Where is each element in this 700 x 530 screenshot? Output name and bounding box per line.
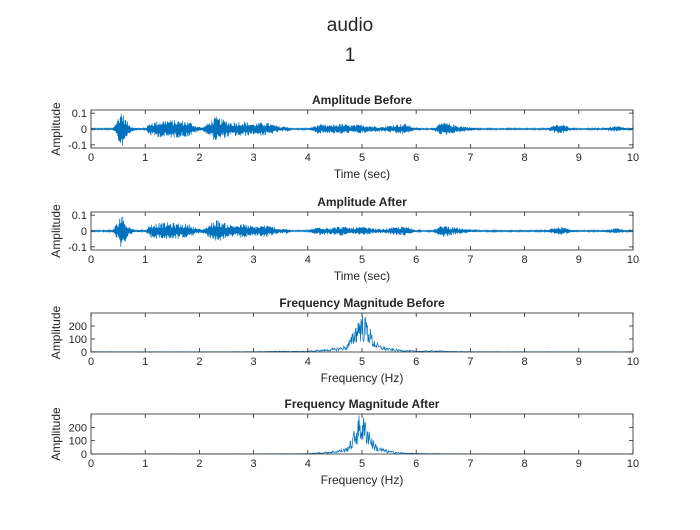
x-tick-label: 10 — [627, 254, 639, 266]
x-tick-label: 0 — [88, 254, 94, 266]
x-tick-label: 2 — [196, 356, 202, 368]
y-tick-label: 0.1 — [72, 210, 87, 222]
x-tick-label: 9 — [576, 254, 582, 266]
x-tick-label: 10 — [627, 458, 639, 470]
subplot-title: Frequency Magnitude Before — [279, 296, 445, 310]
figure-title-line2: 1 — [345, 45, 356, 66]
y-tick-label: 200 — [69, 321, 87, 333]
figure-title-line1: audio — [327, 15, 374, 36]
y-tick-label: 0 — [81, 347, 87, 359]
x-tick-label: 1 — [142, 356, 148, 368]
y-tick-label: 0 — [81, 449, 87, 461]
x-axis-label: Frequency (Hz) — [321, 371, 404, 385]
y-axis-label: Amplitude — [49, 306, 63, 360]
subplot-title: Amplitude After — [317, 195, 407, 209]
series-line-1 — [91, 216, 633, 247]
x-axis-label: Frequency (Hz) — [321, 473, 404, 487]
x-tick-label: 0 — [88, 356, 94, 368]
x-tick-label: 2 — [196, 458, 202, 470]
y-axis-label: Amplitude — [49, 102, 63, 156]
x-tick-label: 9 — [576, 356, 582, 368]
x-tick-label: 6 — [413, 458, 419, 470]
x-tick-label: 5 — [359, 356, 365, 368]
x-tick-label: 9 — [576, 458, 582, 470]
x-tick-label: 3 — [251, 356, 257, 368]
y-tick-label: -0.1 — [68, 140, 87, 152]
x-axis-label: Time (sec) — [334, 269, 390, 283]
subplot-title: Frequency Magnitude After — [285, 397, 440, 411]
x-tick-label: 7 — [467, 254, 473, 266]
x-tick-label: 7 — [467, 152, 473, 164]
x-tick-label: 10 — [627, 152, 639, 164]
x-tick-label: 3 — [251, 254, 257, 266]
y-tick-label: 0 — [81, 124, 87, 136]
x-tick-label: 6 — [413, 152, 419, 164]
y-axis-label: Amplitude — [49, 204, 63, 258]
x-tick-label: 5 — [359, 254, 365, 266]
x-tick-label: 6 — [413, 356, 419, 368]
x-tick-label: 2 — [196, 152, 202, 164]
x-tick-label: 4 — [305, 254, 311, 266]
x-tick-label: 2 — [196, 254, 202, 266]
y-tick-label: 0 — [81, 226, 87, 238]
y-axis-label: Amplitude — [49, 407, 63, 461]
x-tick-label: 1 — [142, 152, 148, 164]
subplot-title: Amplitude Before — [312, 93, 412, 107]
x-tick-label: 9 — [576, 152, 582, 164]
x-tick-label: 6 — [413, 254, 419, 266]
x-tick-label: 8 — [522, 152, 528, 164]
y-tick-label: 100 — [69, 334, 87, 346]
y-tick-label: 200 — [69, 422, 87, 434]
x-tick-label: 5 — [359, 152, 365, 164]
x-tick-label: 8 — [522, 356, 528, 368]
x-tick-label: 8 — [522, 254, 528, 266]
series-line-1 — [91, 113, 633, 146]
x-tick-label: 1 — [142, 254, 148, 266]
y-tick-label: -0.1 — [68, 242, 87, 254]
y-tick-label: 100 — [69, 436, 87, 448]
x-tick-label: 1 — [142, 458, 148, 470]
x-tick-label: 3 — [251, 152, 257, 164]
x-tick-label: 0 — [88, 152, 94, 164]
x-tick-label: 0 — [88, 458, 94, 470]
y-tick-label: 0.1 — [72, 108, 87, 120]
x-tick-label: 5 — [359, 458, 365, 470]
x-tick-label: 7 — [467, 356, 473, 368]
x-tick-label: 4 — [305, 356, 311, 368]
x-axis-label: Time (sec) — [334, 167, 390, 181]
x-tick-label: 7 — [467, 458, 473, 470]
x-tick-label: 10 — [627, 356, 639, 368]
x-tick-label: 4 — [305, 152, 311, 164]
x-tick-label: 4 — [305, 458, 311, 470]
x-tick-label: 3 — [251, 458, 257, 470]
x-tick-label: 8 — [522, 458, 528, 470]
